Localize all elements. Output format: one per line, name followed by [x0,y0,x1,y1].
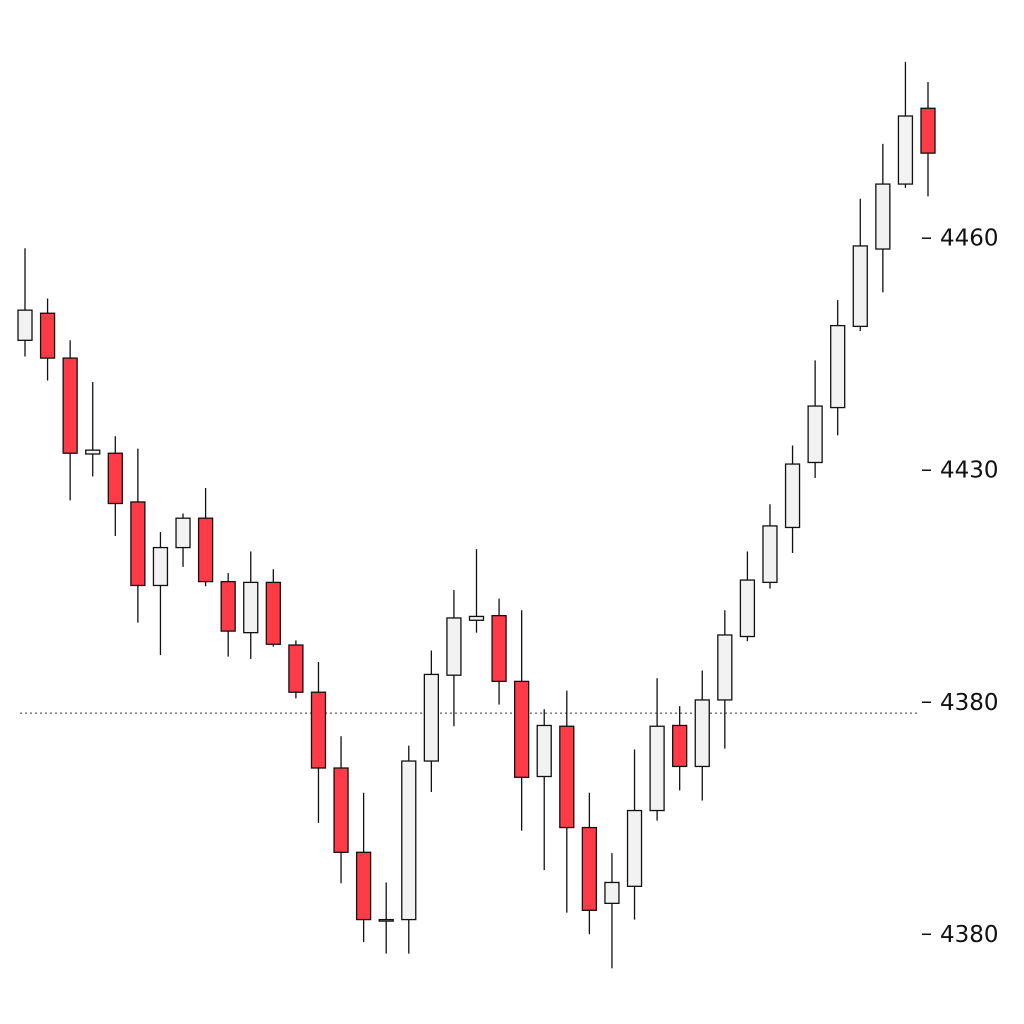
candle-body [581,826,598,911]
candle-body [265,581,281,645]
candle-body [446,617,462,676]
candle-body [875,183,891,250]
candle-body [175,517,191,549]
candle-body [468,615,485,621]
candle-body [920,107,936,154]
candle-body [559,725,575,829]
candle-body [536,724,552,778]
candle-body [672,724,688,768]
candle-body [355,851,372,921]
candle-body [39,312,56,359]
candle-body [604,881,620,904]
candle-body [107,452,123,505]
candle-body [694,699,710,768]
y-tick-label: 4460 [940,226,999,252]
candle-body [310,691,327,769]
candle-body [739,579,756,638]
candle-body [423,673,440,762]
candle-body [333,767,349,853]
candle-body [197,517,214,583]
candle-body [807,405,823,464]
candle-body [85,449,101,455]
candle-body [762,525,778,584]
y-tick-label: 4380 [940,922,999,948]
candle-body [62,357,78,454]
candle-body [830,324,846,409]
candle-body [17,309,33,341]
candle-body [220,580,236,632]
candle-body [626,809,643,887]
candle-body [784,463,801,529]
candle-body [243,581,259,634]
candle-body [288,644,304,693]
y-tick-label: 4430 [940,458,999,484]
candle-body [130,501,146,587]
y-tick-label: 4380 [940,690,999,716]
candle-body [378,918,394,922]
candle-body [514,680,530,778]
candle-body [401,760,417,921]
candle-body [649,725,665,812]
candle-body [152,546,169,587]
candle-body [852,245,868,328]
candle-body [717,634,733,701]
candle-body [491,614,507,683]
candle-body [897,115,914,185]
